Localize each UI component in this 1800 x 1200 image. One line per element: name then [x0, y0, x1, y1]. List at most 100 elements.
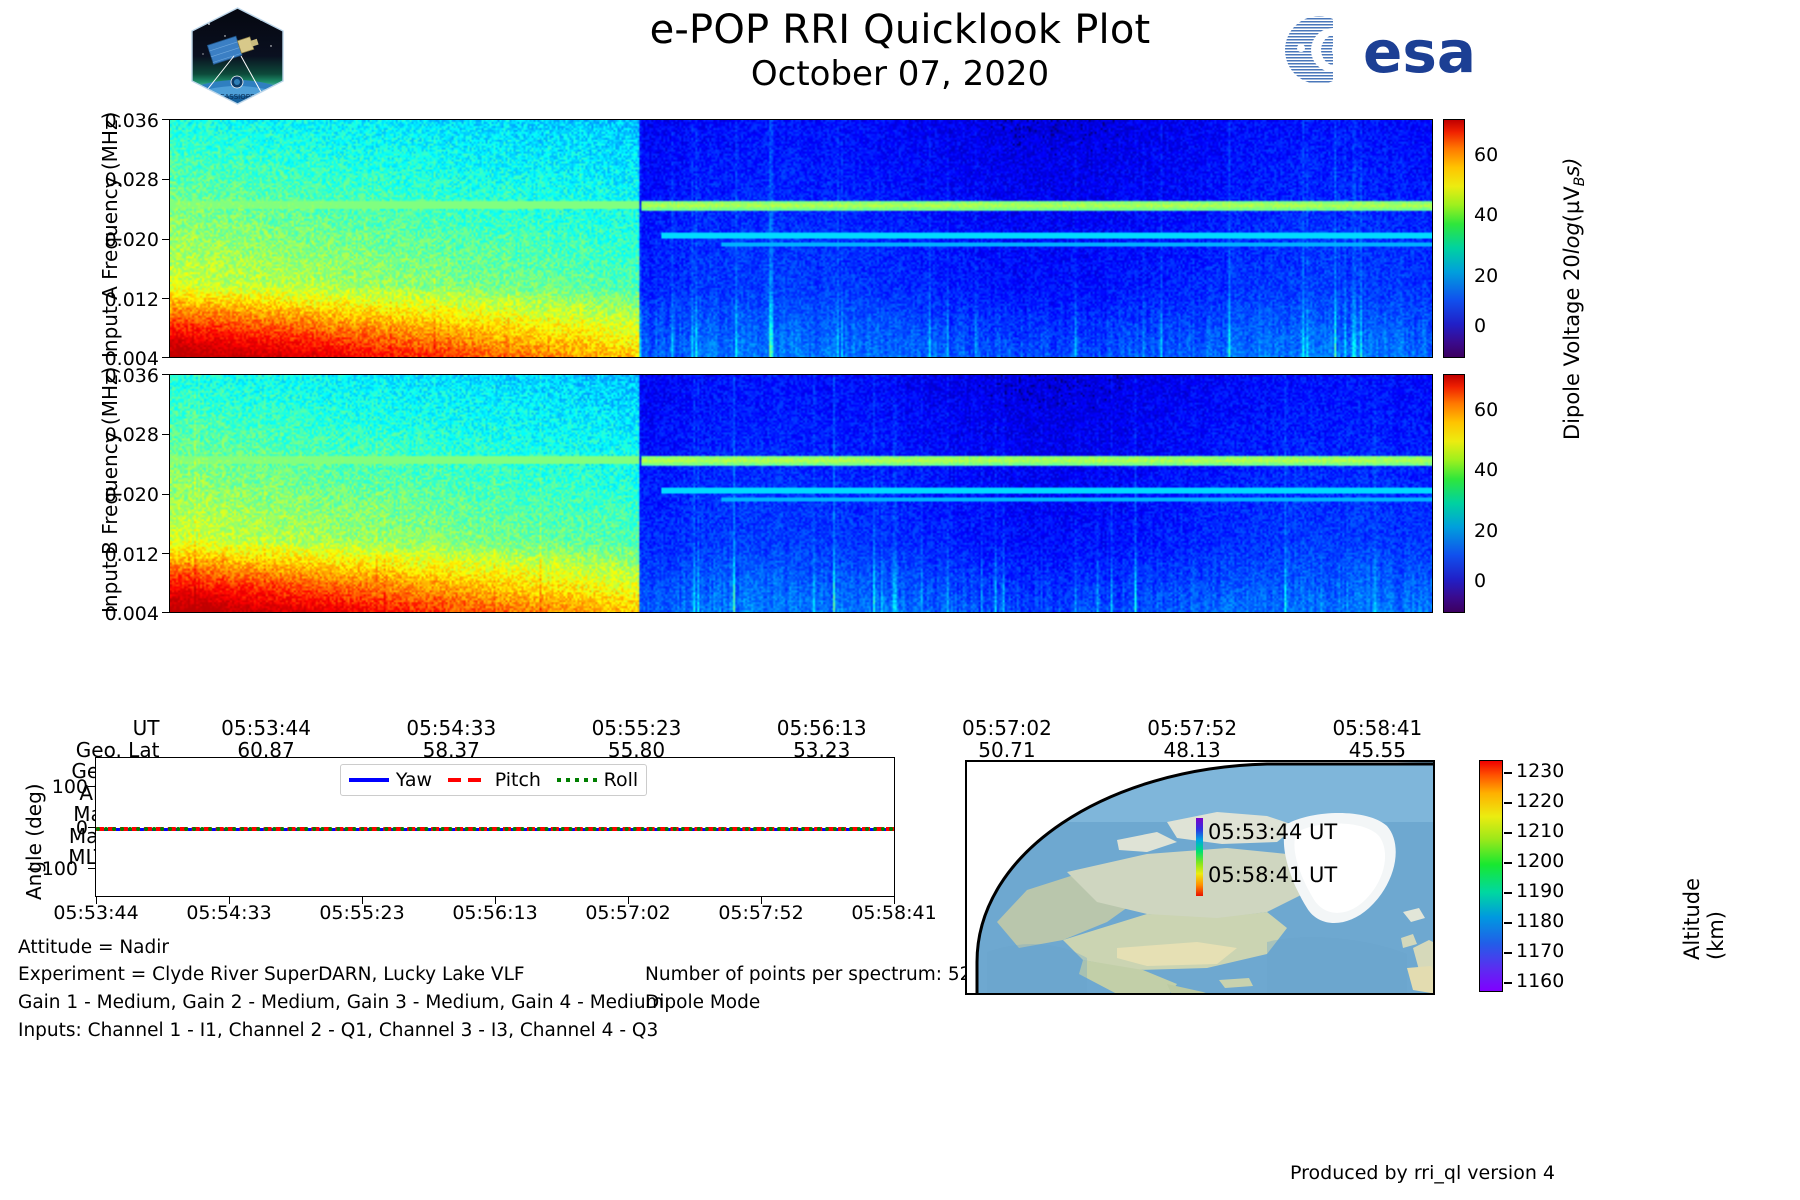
panel-a-tickmark-1 — [162, 179, 169, 180]
colorbar-a-tick-2: 20 — [1474, 265, 1499, 287]
ephem-cell: 60.87 — [237, 737, 295, 762]
map-end-time-label: 05:58:41 UT — [1208, 863, 1338, 887]
panel-a-tickmark-4 — [162, 357, 169, 358]
altitude-tick: 1170 — [1516, 940, 1565, 962]
panel-b-ytick-1: 0.028 — [104, 424, 159, 446]
ephem-cell: 05:53:44 — [221, 716, 311, 740]
colorbar-b-gradient — [1444, 375, 1464, 612]
attitude-tickmark-0 — [88, 827, 95, 828]
altitude-colorbar-gradient — [1480, 761, 1502, 991]
ephem-cell: 05:55:23 — [591, 716, 682, 740]
colorbar-panel-a — [1443, 119, 1465, 358]
panel-b-ytick-3: 0.012 — [104, 544, 159, 566]
colorbar-a-tick-3: 0 — [1474, 315, 1487, 337]
colorbar-a-gradient — [1444, 120, 1464, 357]
ephem-cell: 05:54:33 — [406, 716, 497, 740]
legend-label-pitch: Pitch — [494, 769, 541, 791]
panel-b-ytick-0: 0.036 — [104, 365, 159, 387]
spectrogram-a-canvas — [170, 120, 1432, 357]
colorbar-b-tick-3: 0 — [1474, 570, 1487, 592]
legend-label-yaw: Yaw — [395, 769, 433, 791]
panel-b-ytick-2: 0.020 — [104, 484, 159, 506]
note-gain: Gain 1 - Medium, Gain 2 - Medium, Gain 3… — [18, 992, 664, 1013]
attitude-ytick-100: 100 — [51, 776, 88, 798]
attitude-tickmark-m100 — [88, 868, 95, 869]
attitude-line-roll — [96, 827, 894, 831]
table-row: UT 05:53:44 05:54:33 05:55:23 05:56:13 05:57:… — [0, 716, 1470, 740]
colorbar-a-tick-1: 40 — [1474, 204, 1499, 226]
attitude-xtick: 05:56:13 — [452, 902, 538, 924]
altitude-tickmark — [1504, 892, 1512, 894]
legend-label-roll: Roll — [603, 769, 639, 791]
colorbar-label-s: s) — [1560, 157, 1584, 177]
panel-a-tickmark-2 — [162, 239, 169, 240]
altitude-tick: 1190 — [1516, 880, 1565, 902]
colorbar-label-sub: B — [1572, 176, 1589, 187]
legend-swatch-roll — [556, 778, 597, 782]
altitude-colorbar-label: Altitude (km) — [1680, 877, 1728, 960]
esa-logo-icon: esa — [1275, 12, 1490, 88]
cassiope-mission-patch-icon: CASSIOPE — [185, 6, 290, 106]
spectrogram-b-canvas — [170, 375, 1432, 612]
altitude-tickmark — [1504, 772, 1512, 774]
colorbar-b-tick-0: 60 — [1474, 399, 1499, 421]
attitude-ytick-0: 0 — [75, 817, 88, 839]
note-attitude: Attitude = Nadir — [18, 937, 170, 958]
ephem-cell: 45.55 — [1348, 737, 1406, 762]
attitude-xtick: 05:53:44 — [53, 902, 139, 924]
spectrogram-input-b — [169, 374, 1433, 613]
panel-b-ytick-4: 0.004 — [104, 603, 159, 625]
ephem-cell: 53.23 — [793, 737, 851, 762]
legend-swatch-yaw — [348, 778, 389, 782]
attitude-xtickmark — [628, 897, 629, 904]
panel-b-tickmark-2 — [162, 494, 169, 495]
legend-swatch-pitch — [447, 778, 488, 782]
attitude-xtickmark — [495, 897, 496, 904]
ephem-cell: 05:58:41 — [1332, 716, 1423, 740]
altitude-tickmark — [1504, 982, 1512, 984]
altitude-tick: 1210 — [1516, 820, 1565, 842]
panel-a-ytick-4: 0.004 — [104, 348, 159, 370]
colorbar-axis-label: Dipole Voltage 20log(µVBs) — [1560, 158, 1588, 440]
svg-text:esa: esa — [1363, 18, 1476, 86]
svg-text:CASSIOPE: CASSIOPE — [220, 93, 255, 101]
ephem-row-label: UT — [132, 716, 160, 740]
attitude-xtick: 05:57:02 — [585, 902, 671, 924]
colorbar-b-tick-2: 20 — [1474, 520, 1499, 542]
attitude-xtickmark — [894, 897, 895, 904]
colorbar-b-tick-1: 40 — [1474, 459, 1499, 481]
table-row: Geo. Lat 60.87 58.37 55.80 53.23 50.71 48.13 45… — [0, 737, 1470, 762]
attitude-tickmark-100 — [88, 786, 95, 787]
orbit-track-marker — [1196, 818, 1203, 896]
note-points-per-spectrum: Number of points per spectrum: 5208 — [645, 964, 995, 985]
attitude-xtick: 05:58:41 — [851, 902, 937, 924]
panel-b-tickmark-0 — [162, 374, 169, 375]
attitude-legend: Yaw Pitch Roll — [340, 764, 647, 796]
colorbar-label-log: log — [1560, 222, 1584, 255]
ephem-cell: 58.37 — [422, 737, 480, 762]
panel-a-tickmark-3 — [162, 298, 169, 299]
legend-item-pitch: Pitch — [447, 769, 541, 791]
panel-a-ytick-0: 0.036 — [104, 110, 159, 132]
altitude-tick: 1160 — [1516, 970, 1565, 992]
attitude-xtickmark — [761, 897, 762, 904]
panel-a-ytick-3: 0.012 — [104, 289, 159, 311]
panel-b-tickmark-1 — [162, 434, 169, 435]
attitude-xtick: 05:54:33 — [186, 902, 272, 924]
ephem-cell: 05:57:52 — [1147, 716, 1238, 740]
ephem-cell: 05:57:02 — [962, 716, 1052, 740]
note-experiment: Experiment = Clyde River SuperDARN, Luck… — [18, 964, 525, 985]
attitude-xtickmark — [96, 897, 97, 904]
note-dipole-mode: Dipole Mode — [645, 992, 761, 1013]
panel-b-tickmark-3 — [162, 553, 169, 554]
altitude-tickmark — [1504, 832, 1512, 834]
altitude-colorbar — [1479, 760, 1503, 992]
attitude-ytick-m100: −100 — [25, 858, 78, 880]
altitude-tickmark — [1504, 862, 1512, 864]
panel-b-tickmark-4 — [162, 612, 169, 613]
colorbar-panel-b — [1443, 374, 1465, 613]
altitude-tickmark — [1504, 802, 1512, 804]
ephem-cell: 55.80 — [607, 737, 666, 762]
page-title: e-POP RRI Quicklook Plot — [649, 7, 1151, 53]
globe-map-svg — [967, 762, 1433, 993]
